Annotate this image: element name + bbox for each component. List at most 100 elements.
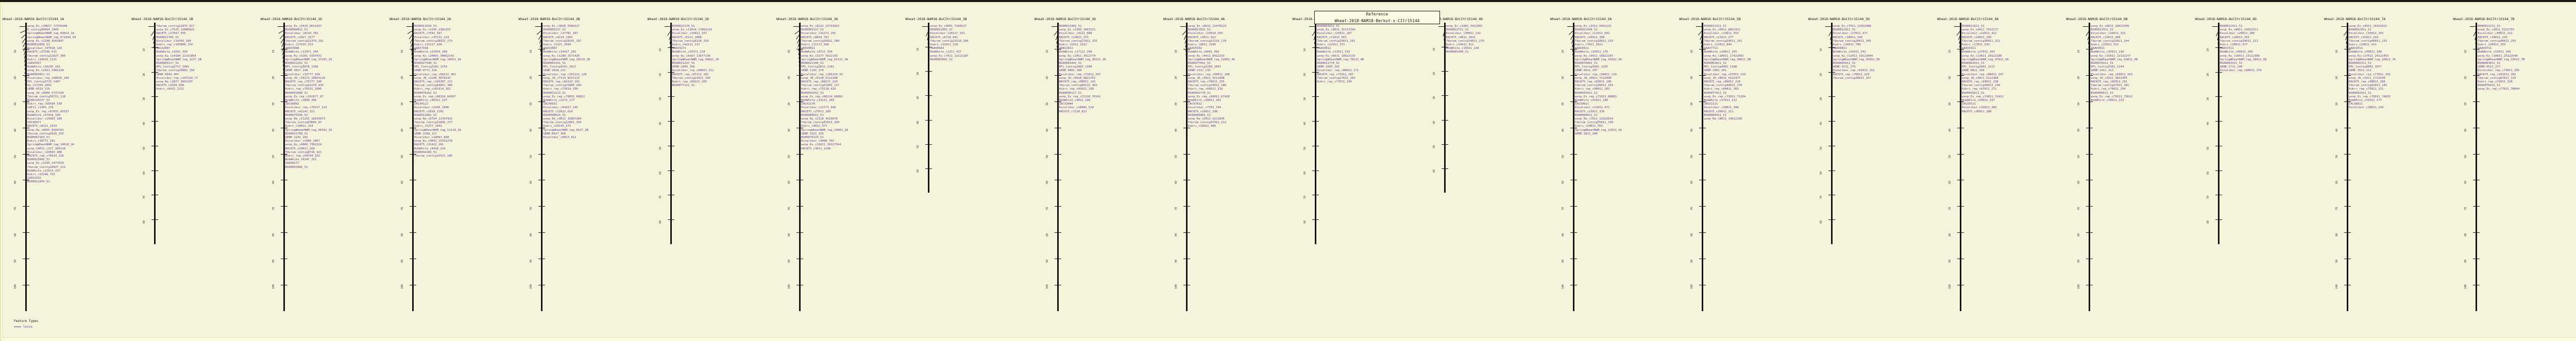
locus-label[interactable]: RAC875_c24011_299 [1959,36,1991,44]
locus-label[interactable]: BS00022411_51 [1828,28,1855,36]
locus-label[interactable]: BS00011227_51 [670,62,694,71]
locus-label[interactable]: SpringWheatNAM_tag_51118_2A [412,129,461,137]
locus-label[interactable]: BS00077811_51 [1702,92,1726,100]
locus-label[interactable]: Kukri_rep_c77011_249 [1315,80,1352,89]
locus-label[interactable]: RAC875_rep_c86011_218 [1702,80,1740,89]
locus-label[interactable]: Kukri_c5277_1441 [412,125,442,133]
locus-label[interactable]: IAAV4012 [1315,47,1331,56]
locus-label[interactable]: BobWhite_c11011_319 [1315,50,1350,59]
locus-label[interactable]: wsnp_JD_c9018_9822761 [1057,77,1095,85]
locus-label[interactable]: Tdurum_contig12801_310 [541,121,581,130]
locus-label[interactable]: BobWhite_c43011_197 [1960,99,1995,108]
locus-label[interactable]: wsnp_Ku_c13011_20122188 [1960,55,2002,63]
locus-label[interactable]: Excalibur_c17011_477 [1829,32,1868,41]
locus-label[interactable]: SpringWheatNAM_tag_58011_5B [1702,58,1751,66]
locus-label[interactable]: SpringWheatNAM_tag_671644_59 [22,36,76,43]
locus-label[interactable]: BS00089411_51 [1702,114,1726,122]
locus-label[interactable]: Tdurum_contig10922_288 [798,40,839,48]
locus-label[interactable]: wsnp_Ku_c18011_25122544 [2476,55,2518,63]
chromosome-axis[interactable] [1186,23,1188,311]
locus-label[interactable]: wsnp_Ex_c8811_14922511 [2215,28,2258,37]
locus-label[interactable]: wsnp_Ex_c4001_7180127 [922,25,967,28]
locus-label[interactable]: RAC875_c16011_388 [1571,36,1604,44]
locus-label[interactable]: Kukri_c30771_181 [25,140,55,148]
locus-label[interactable]: SpringWheatNAM_tag_10551_2A [412,58,461,66]
locus-label[interactable]: wsnp_Ku_c14160_22331054 [154,55,196,63]
locus-label[interactable]: IAAV1087 [540,47,557,56]
locus-label[interactable]: wsnp_CAP11_c317_309118 [25,147,65,156]
locus-label[interactable]: RAC875_c9911_612 [1184,36,1216,44]
locus-label[interactable]: BobWhite_c9012_240 [1057,99,1090,108]
locus-label[interactable]: Excalibur_c1086_1067 [283,140,320,148]
locus-label[interactable]: RFL_Contig1802_1340 [1057,65,1092,74]
map-panel[interactable]: Wheat-2018-NAM18-BxCItr15144_4A 10 20 30 40 5… [1163,17,1292,326]
locus-label[interactable]: Tdurum_contig31884_204 [541,84,581,93]
locus-label[interactable]: Tdurum_contig42229_429 [283,84,324,93]
locus-label[interactable]: Excalibur_c19912_257 [668,32,707,40]
locus-label[interactable]: GENE-2811_208 [1573,132,1598,141]
locus-label[interactable]: wsnp_Ex_c3311_6041122 [1567,25,1612,28]
locus-label[interactable]: Kukri_c42211_117 [670,43,700,52]
map-panel[interactable]: Wheat-2018-NAM18-BxCItr15144_5D 10 20 30 40 5… [1808,17,1937,326]
locus-label[interactable]: Excalibur_rep_c107220_77 [155,77,198,85]
locus-label[interactable]: Excalibur_c25011_287 [1313,32,1352,40]
locus-label[interactable]: Kukri_rep_c84011_303 [1702,88,1739,96]
locus-label[interactable]: BobWhite_c1272_177 [541,99,574,108]
map-panel[interactable]: Wheat-2018-NAM18-BxCItr15144_4B102030405… [1292,17,1421,326]
locus-label[interactable]: Kukri_c5011_1322 [1057,43,1087,52]
locus-label[interactable]: wsnp_Ku_c20891_30662142 [412,55,454,63]
map-panel[interactable]: Wheat-2018-NAM18-BxCItr15144_1D 10 20 30 40 5… [261,17,389,326]
locus-label[interactable]: IAAV9021 [798,47,815,55]
locus-label[interactable]: Kukri_c36011_355 [2476,43,2505,52]
locus-label[interactable]: Kukri_rep_c73118_426 [799,88,836,96]
locus-label[interactable]: BS00065311_51 [2347,62,2371,71]
locus-label[interactable]: SpringWheatNAM_tag_22011_7B [2476,58,2524,66]
locus-label[interactable]: BobWhite_c28011_201 [1186,99,1221,108]
chromosome-axis[interactable] [2347,23,2348,311]
locus-label[interactable]: SpringWheatNAM_tag_44821_2D [670,58,719,66]
locus-label[interactable]: Tdurum_contig41013_360 [799,121,839,130]
locus-label[interactable]: Tdurum_contig19011_241 [1314,40,1355,48]
locus-label[interactable]: RFL_Contig4801_1077 [2347,65,2382,74]
map-panel[interactable]: Wheat-2018-NAM18-BxCItr15144_4D 10 20 30 40 5… [1421,17,1550,326]
locus-label[interactable]: RAC875_c1027_1577 [280,36,315,43]
locus-label[interactable]: Kukri_c24011_355 [1573,125,1603,133]
locus-label[interactable]: Excalibur_rep_c71012_267 [1057,73,1100,81]
locus-label[interactable]: Kukri_c28011_477 [2217,43,2248,52]
locus-label[interactable]: RAC875_c26011_311 [1702,110,1734,118]
locus-label[interactable]: GENE-3511_211 [2347,69,2371,78]
locus-label[interactable]: Kukri_c16022_488 [1187,125,1216,133]
locus-label[interactable]: BobWhite_c46011_209 [2218,50,2253,59]
locus-label[interactable]: CAP11_c1454_178 [25,106,54,115]
locus-label[interactable]: BS00011411_51 [2212,25,2242,28]
locus-label[interactable]: Tdurum_contig29983_150 [155,69,194,78]
locus-label[interactable]: BobWhite_c51011_177 [2347,99,2382,108]
locus-label[interactable]: wsnp_Ku_c4411_8012233 [1185,55,1225,63]
locus-label[interactable]: Excalibur_c40011_222 [2475,32,2513,41]
locus-label[interactable]: SpringWheatNAM_tag_8127_2B [541,129,588,137]
locus-label[interactable]: GENE-0811_294 [1960,69,1985,78]
locus-label[interactable]: RAC875_c5121_1088 [669,36,702,44]
locus-label[interactable]: BS00021109_51 [799,62,824,70]
locus-label[interactable]: BS00042898_51 [283,92,308,100]
locus-label[interactable]: wsnp_Ex_c3028_5584127 [535,25,580,28]
locus-label[interactable]: BS00076601_51 [1573,62,1598,70]
chromosome-axis[interactable] [1831,23,1833,244]
locus-label[interactable]: BobWhite_c10295_161 [24,65,60,74]
locus-label[interactable]: RFL_Contig4402_1188 [1702,65,1737,74]
locus-label[interactable]: BobWhite_c41011_184 [1573,99,1608,108]
locus-label[interactable]: BobWhite_c14417_281 [540,50,576,59]
locus-label[interactable]: wsnp_Ra_c9011_15067284 [541,117,581,126]
map-panel[interactable]: Wheat-2018-NAM18-BxCItr15144_2B 10 20 30 40 5… [518,17,647,326]
locus-label[interactable]: wsnp_Ex_c2109_3947221 [1054,28,1095,36]
chromosome-axis[interactable] [670,23,672,244]
locus-label[interactable]: IAAV3271 [670,47,686,56]
locus-label[interactable]: Excalibur_rep_c86011_147 [1960,73,2004,81]
locus-label[interactable]: BobWhite_c6247_321 [283,158,316,167]
locus-label[interactable]: Tdurum_contig62011_144 [2347,84,2387,93]
locus-label[interactable]: RAC875_c8834_701 [797,36,829,44]
locus-label[interactable]: Tdurum_contig12027_309 [24,55,65,63]
locus-label[interactable]: Kukri_c10016_1131 [24,58,57,66]
locus-label[interactable]: Tdurum_contig10027_222 [25,166,65,174]
locus-label[interactable]: GENE-0511_277 [2476,65,2500,74]
